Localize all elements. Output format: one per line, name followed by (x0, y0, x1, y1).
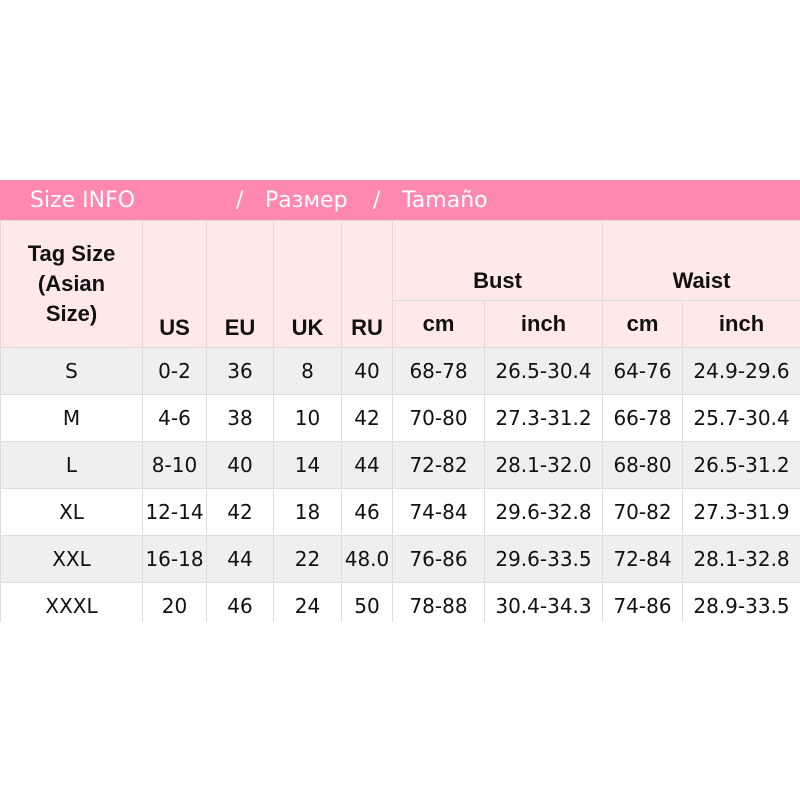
cell-us: 20 (142, 582, 207, 622)
cell-us: 0-2 (142, 347, 207, 395)
table-row: XXL 16-18 44 22 48.0 76-86 29.6-33.5 72-84 28.1-… (0, 535, 800, 583)
cell-us: 12-14 (142, 488, 207, 536)
cell-bust-cm: 78-88 (392, 582, 485, 622)
header-ru: RU (341, 220, 393, 348)
cell-tag-size: M (0, 394, 143, 442)
cell-waist-inch: 28.9-33.5 (682, 582, 800, 622)
header-tag-line: Tag Size (27, 241, 116, 266)
cell-tag-size: XL (0, 488, 143, 536)
cell-uk: 22 (273, 535, 342, 583)
table-row: M 4-6 38 10 42 70-80 27.3-31.2 66-78 25.7-30.4 (0, 394, 800, 442)
banner-title: Size INFO (30, 188, 136, 213)
banner-title-es: Tamaño (402, 188, 488, 213)
header-tag-line: (Asian (37, 271, 106, 296)
cell-tag-size: S (0, 347, 143, 395)
cell-eu: 40 (206, 441, 274, 489)
cell-us: 4-6 (142, 394, 207, 442)
size-info-banner: Size INFO / Размер / Tamaño (0, 180, 800, 220)
cell-tag-size: L (0, 441, 143, 489)
cell-eu: 46 (206, 582, 274, 622)
cell-ru: 42 (341, 394, 393, 442)
cell-bust-cm: 70-80 (392, 394, 485, 442)
cell-waist-inch: 27.3-31.9 (682, 488, 800, 536)
cell-waist-cm: 72-84 (602, 535, 684, 583)
header-waist-cm: cm (602, 300, 684, 348)
cell-ru: 40 (341, 347, 393, 395)
header-bust-cm: cm (392, 300, 485, 348)
cell-tag-size: XXXL (0, 582, 143, 622)
cell-bust-cm: 74-84 (392, 488, 485, 536)
cell-bust-cm: 76-86 (392, 535, 485, 583)
cell-uk: 10 (273, 394, 342, 442)
cell-ru: 48.0 (341, 535, 393, 583)
size-table-container: Tag Size (Asian Size) US EU UK RU Bust W… (0, 220, 800, 622)
cell-us: 16-18 (142, 535, 207, 583)
cell-bust-inch: 30.4-34.3 (483, 582, 604, 622)
cell-waist-cm: 64-76 (602, 347, 684, 395)
cell-bust-inch: 28.1-32.0 (483, 441, 604, 489)
cell-waist-inch: 24.9-29.6 (682, 347, 800, 395)
header-bust-inch: inch (483, 300, 604, 348)
cell-eu: 42 (206, 488, 274, 536)
header-waist: Waist (602, 220, 800, 301)
cell-eu: 38 (206, 394, 274, 442)
cell-uk: 24 (273, 582, 342, 622)
cell-bust-cm: 68-78 (392, 347, 485, 395)
size-table-body: S 0-2 36 8 40 68-78 26.5-30.4 64-76 24.9-29.6 M 4-… (0, 347, 800, 622)
cell-uk: 14 (273, 441, 342, 489)
cell-bust-inch: 29.6-32.8 (483, 488, 604, 536)
banner-separator: / (373, 188, 381, 213)
cell-waist-cm: 74-86 (602, 582, 684, 622)
cell-waist-cm: 70-82 (602, 488, 684, 536)
table-row: L 8-10 40 14 44 72-82 28.1-32.0 68-80 26.5-31.2 (0, 441, 800, 489)
cell-us: 8-10 (142, 441, 207, 489)
table-row: S 0-2 36 8 40 68-78 26.5-30.4 64-76 24.9-29.6 (0, 347, 800, 395)
header-bust: Bust (391, 220, 604, 301)
table-row: XXXL 20 46 24 50 78-88 30.4-34.3 74-86 28.9-33.5 (0, 582, 800, 622)
cell-uk: 8 (273, 347, 342, 395)
size-table: Tag Size (Asian Size) US EU UK RU Bust W… (0, 220, 800, 622)
cell-waist-inch: 28.1-32.8 (682, 535, 800, 583)
cell-ru: 50 (341, 582, 393, 622)
header-uk: UK (273, 220, 342, 348)
cell-tag-size: XXL (0, 535, 143, 583)
cell-bust-cm: 72-82 (392, 441, 485, 489)
header-tag-line: Size) (45, 301, 98, 326)
header-eu: EU (206, 220, 274, 348)
cell-bust-inch: 27.3-31.2 (483, 394, 604, 442)
cell-waist-cm: 68-80 (602, 441, 684, 489)
cell-bust-inch: 26.5-30.4 (483, 347, 604, 395)
cell-waist-inch: 26.5-31.2 (682, 441, 800, 489)
banner-title-ru: Размер (265, 188, 348, 213)
cell-ru: 46 (341, 488, 393, 536)
cell-eu: 44 (206, 535, 274, 583)
cell-ru: 44 (341, 441, 393, 489)
cell-uk: 18 (273, 488, 342, 536)
header-waist-inch: inch (682, 300, 800, 348)
cell-waist-inch: 25.7-30.4 (682, 394, 800, 442)
banner-separator: / (236, 188, 244, 213)
cell-waist-cm: 66-78 (602, 394, 684, 442)
header-us: US (142, 220, 207, 348)
table-row: XL 12-14 42 18 46 74-84 29.6-32.8 70-82 27.3-31.… (0, 488, 800, 536)
cell-bust-inch: 29.6-33.5 (483, 535, 604, 583)
header-tag-size: Tag Size (Asian Size) (0, 220, 143, 348)
cell-eu: 36 (206, 347, 274, 395)
